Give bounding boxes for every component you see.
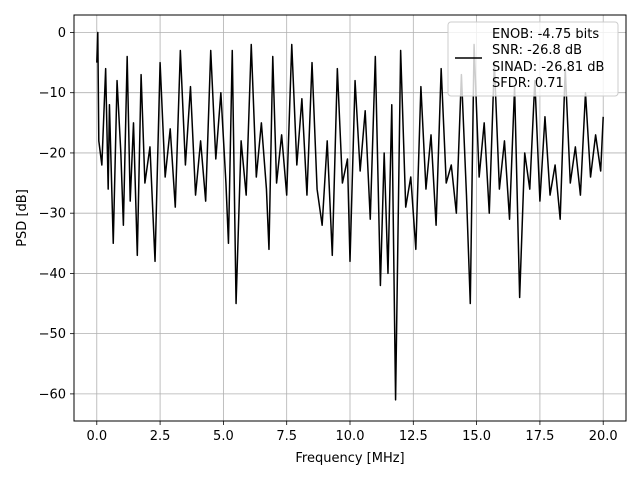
- x-tick-label: 20.0: [589, 429, 618, 444]
- legend-box: [447, 21, 619, 97]
- x-axis: 0.0 2.5 5.0 7.5 10.0 12.5 15.0 17.5 20.0: [86, 421, 618, 444]
- legend: ENOB: -4.75 bits SNR: -26.8 dB SINAD: -2…: [447, 21, 619, 97]
- x-tick-label: 0.0: [86, 429, 107, 444]
- legend-entry: ENOB: -4.75 bits: [492, 27, 599, 42]
- x-axis-label: Frequency [MHz]: [295, 451, 404, 466]
- y-tick-label: 0: [58, 26, 66, 41]
- y-tick-label: −20: [39, 146, 66, 161]
- x-tick-label: 17.5: [525, 429, 554, 444]
- x-tick-label: 15.0: [462, 429, 491, 444]
- legend-entry: SNR: -26.8 dB: [492, 43, 582, 58]
- x-tick-label: 12.5: [399, 429, 428, 444]
- y-tick-label: −10: [39, 86, 66, 101]
- y-axis-label: PSD [dB]: [15, 189, 30, 247]
- series-line: [96, 31, 604, 401]
- y-axis: 0 −10 −20 −30 −40 −50 −60: [39, 26, 74, 402]
- y-tick-label: −50: [39, 327, 66, 342]
- x-tick-label: 5.0: [213, 429, 234, 444]
- x-tick-label: 2.5: [150, 429, 171, 444]
- x-tick-label: 10.0: [336, 429, 365, 444]
- x-tick-label: 7.5: [276, 429, 297, 444]
- legend-entry: SFDR: 0.71: [492, 76, 564, 91]
- y-tick-label: −30: [39, 207, 66, 222]
- y-tick-label: −40: [39, 267, 66, 282]
- legend-entry: SINAD: -26.81 dB: [492, 60, 604, 75]
- y-tick-label: −60: [39, 387, 66, 402]
